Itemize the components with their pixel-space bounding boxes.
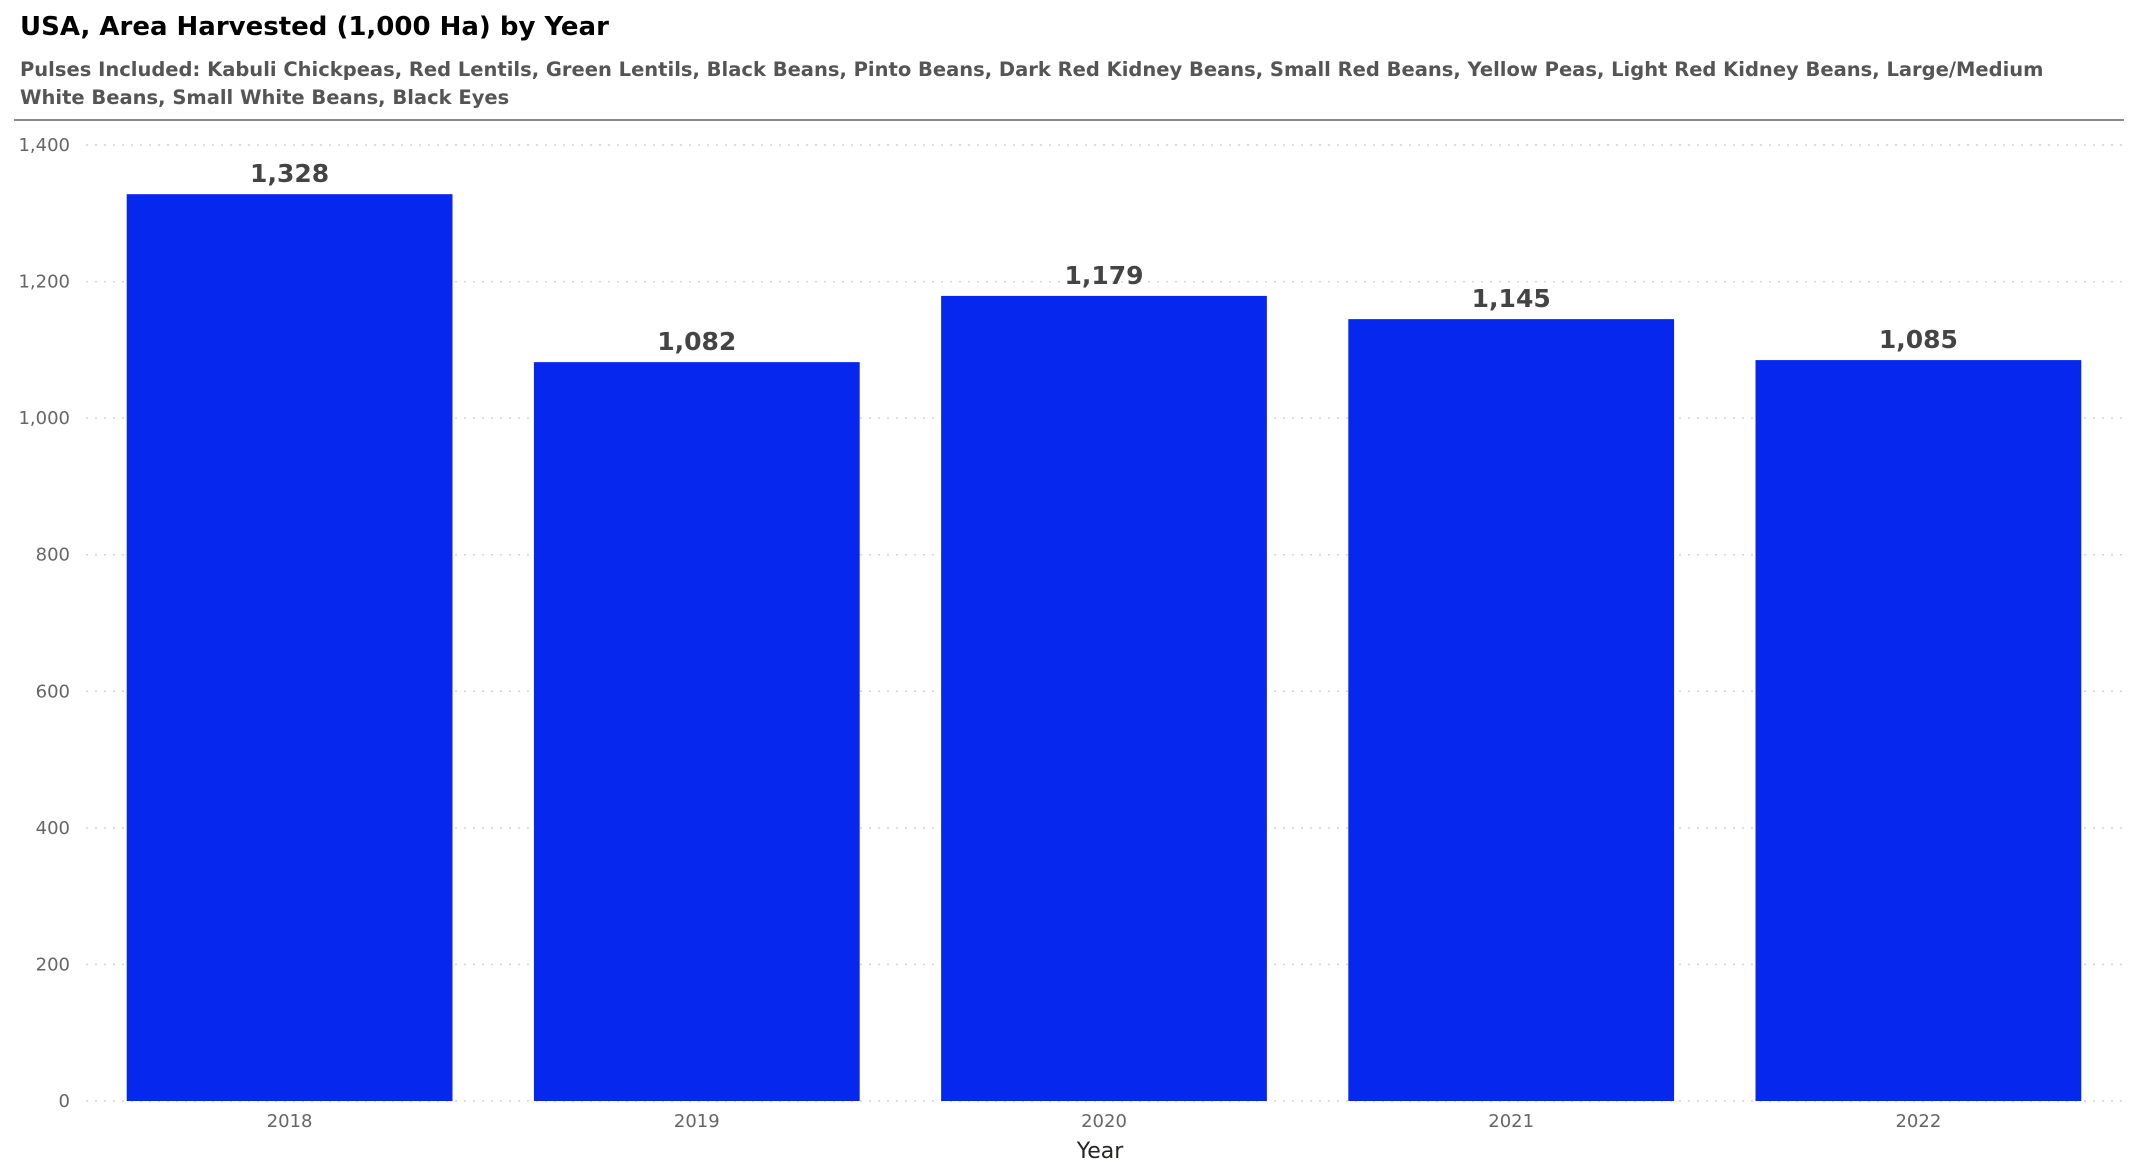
y-tick-label: 1,200: [18, 272, 70, 293]
bar[interactable]: [1348, 319, 1675, 1102]
data-label: 1,085: [1879, 325, 1958, 354]
x-axis-title: Year: [1076, 1139, 1125, 1164]
chart-subtitle: Pulses Included: Kabuli Chickpeas, Red L…: [20, 58, 2044, 109]
title-divider: [14, 119, 2124, 121]
bars: [126, 194, 2082, 1102]
bar[interactable]: [1755, 360, 2082, 1102]
y-tick-label: 200: [36, 954, 70, 975]
data-label: 1,145: [1472, 284, 1551, 313]
x-tick-label: 2020: [1081, 1111, 1127, 1132]
data-label: 1,179: [1064, 261, 1143, 290]
y-tick-label: 600: [36, 681, 70, 702]
bar[interactable]: [533, 362, 860, 1101]
chart-title: USA, Area Harvested (1,000 Ha) by Year: [20, 12, 609, 42]
y-tick-label: 400: [36, 818, 70, 839]
data-label: 1,082: [657, 327, 736, 356]
y-axis-ticks: 0 200 400 600 800 1,000 1,200 1,400: [18, 135, 70, 1112]
y-tick-label: 1,400: [18, 135, 70, 156]
bar[interactable]: [941, 295, 1267, 1101]
x-tick-label: 2022: [1895, 1111, 1941, 1132]
bar[interactable]: [126, 194, 453, 1101]
x-axis-ticks: 2018 2019 2020 2021 2022: [267, 1111, 1942, 1132]
y-tick-label: 1,000: [18, 408, 70, 429]
x-tick-label: 2019: [674, 1111, 720, 1132]
y-tick-label: 0: [59, 1091, 70, 1112]
data-label: 1,328: [250, 159, 329, 188]
data-labels: 1,328 1,082 1,179 1,145 1,085: [250, 159, 1958, 356]
y-tick-label: 800: [36, 545, 70, 566]
x-tick-label: 2018: [267, 1111, 313, 1132]
x-tick-label: 2021: [1488, 1111, 1534, 1132]
